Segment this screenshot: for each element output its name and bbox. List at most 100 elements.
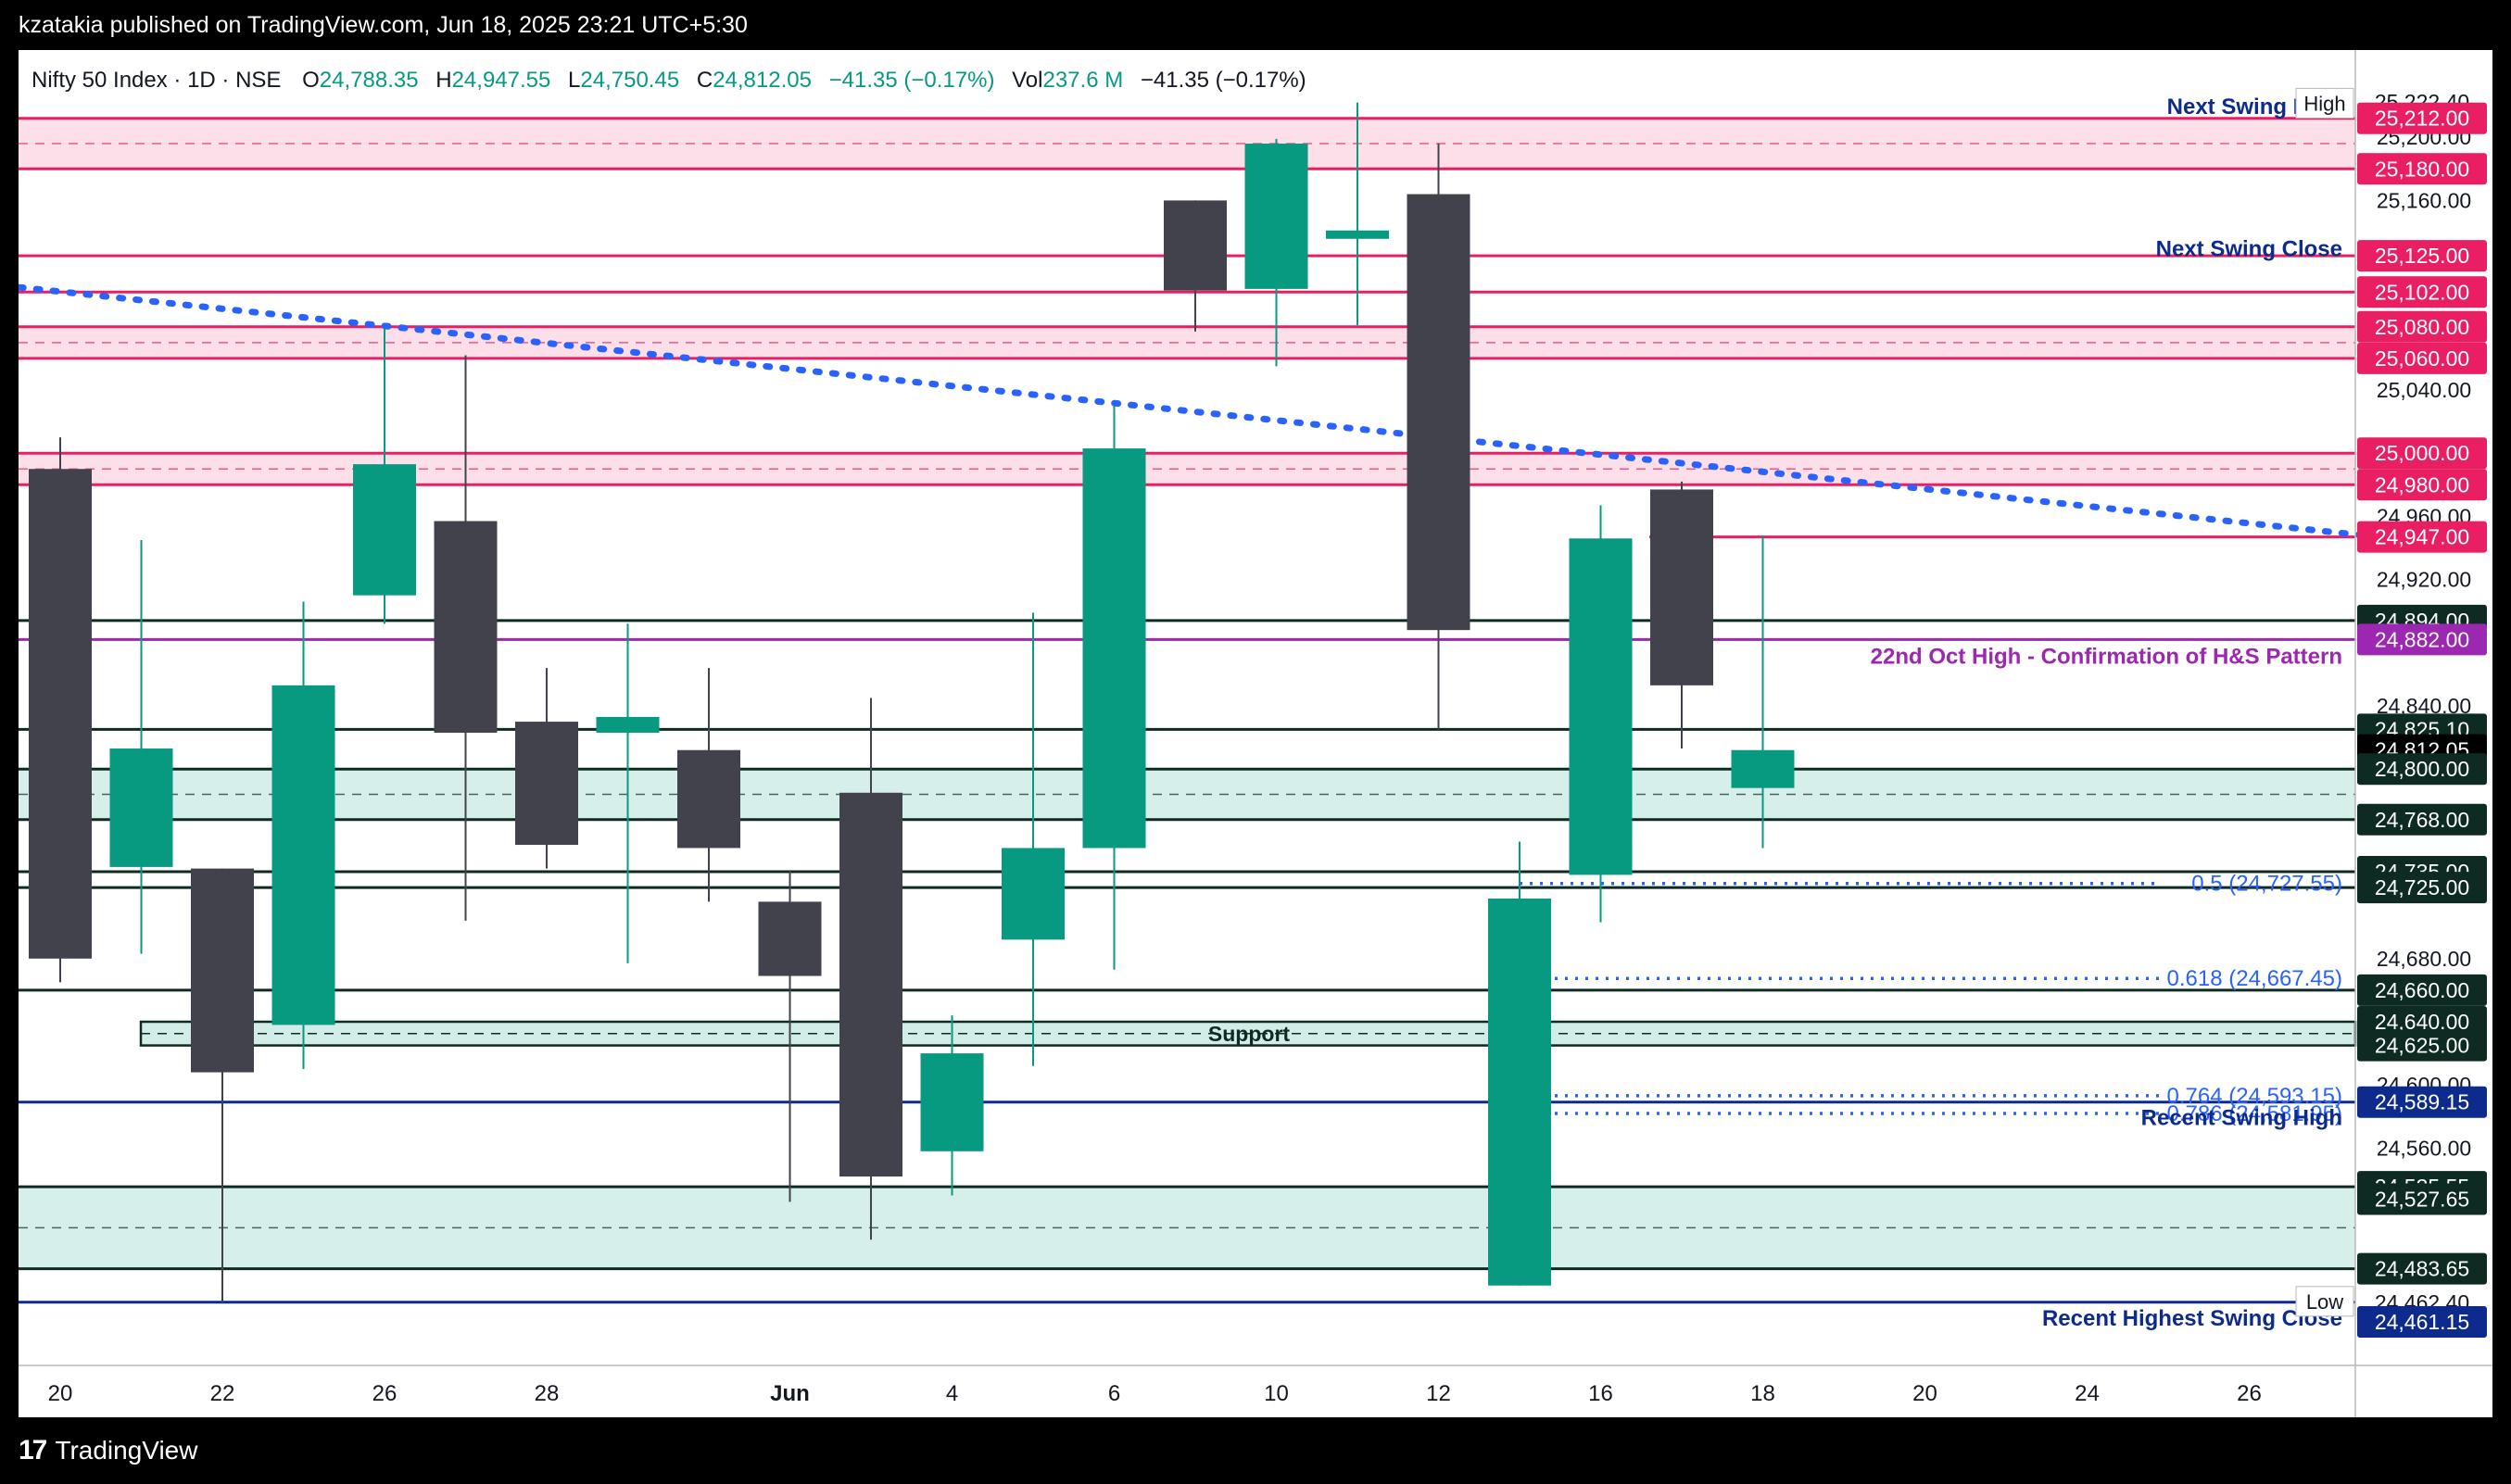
price-label-text: 24,947.00 — [2375, 525, 2469, 549]
candle-body — [758, 901, 822, 976]
price-tick-label: 24,560.00 — [2377, 1136, 2471, 1160]
price-label-text: 24,483.65 — [2375, 1257, 2469, 1281]
price-label-box — [2357, 342, 2487, 374]
price-label-text: 24,725.00 — [2375, 875, 2469, 899]
price-chart[interactable]: Support 0.5 (24,727.55) 0.618 (24,667.45) 0… — [19, 50, 2492, 1417]
price-label-box — [2357, 102, 2487, 134]
candle[interactable] — [1488, 841, 1551, 1286]
price-label-text: 24,980.00 — [2375, 472, 2469, 497]
price-label-text: 24,589.15 — [2375, 1090, 2469, 1114]
candle[interactable] — [677, 668, 740, 902]
price-label-text: 24,461.15 — [2375, 1310, 2469, 1334]
candle-body — [1164, 200, 1227, 291]
fib-level-label: 0.786 (24,581.95) — [2167, 1101, 2342, 1126]
chart-annotation: Next Swing Close — [2156, 237, 2342, 262]
price-label-box — [2357, 872, 2487, 904]
time-tick-label: 22 — [210, 1381, 235, 1406]
price-label-text: 24,527.65 — [2375, 1188, 2469, 1212]
price-label-box — [2357, 623, 2487, 656]
chart-annotation: Recent Highest Swing Close — [2042, 1306, 2342, 1331]
legend-symbol: Nifty 50 Index · 1D · NSE — [32, 68, 281, 93]
price-label-box — [2357, 1305, 2487, 1338]
candle[interactable] — [191, 868, 254, 1303]
candle-body — [596, 716, 660, 733]
price-label-text: 24,800.00 — [2375, 757, 2469, 781]
candle-body — [109, 748, 173, 867]
candle[interactable] — [109, 539, 173, 954]
candle-body — [1488, 899, 1551, 1286]
candle[interactable] — [1082, 406, 1146, 970]
candle-body — [1407, 194, 1470, 631]
candle[interactable] — [1164, 200, 1227, 332]
candle[interactable] — [1407, 144, 1470, 730]
price-label-box — [2357, 310, 2487, 343]
candle[interactable] — [515, 668, 578, 869]
candle[interactable] — [920, 1015, 984, 1196]
candle[interactable] — [1244, 138, 1308, 367]
candle-body — [1082, 448, 1146, 849]
candle[interactable] — [596, 623, 660, 963]
candle-body — [677, 749, 740, 849]
price-label-text: 25,060.00 — [2375, 346, 2469, 371]
candle-body — [191, 868, 254, 1073]
price-label-box — [2357, 469, 2487, 501]
candle-body — [1244, 144, 1308, 289]
publish-text: kzatakia published on TradingView.com, J… — [19, 12, 748, 38]
candle-body — [920, 1053, 984, 1151]
price-label-box — [2357, 1006, 2487, 1038]
candle[interactable] — [839, 698, 902, 1240]
candle[interactable] — [758, 870, 822, 1202]
time-tick-label: 20 — [48, 1381, 73, 1406]
candle[interactable] — [1731, 534, 1795, 849]
candle[interactable] — [434, 355, 498, 921]
price-label-text: 24,660.00 — [2375, 978, 2469, 1002]
time-tick-label: 18 — [1750, 1381, 1775, 1406]
brand-name[interactable]: TradingView — [55, 1436, 198, 1465]
legend-vol-label: Vol — [1012, 68, 1042, 93]
time-tick-label: 12 — [1426, 1381, 1451, 1406]
price-label-text: 25,125.00 — [2375, 244, 2469, 268]
price-label-text: 25,080.00 — [2375, 315, 2469, 339]
legend-low-label: L — [568, 68, 580, 93]
candle-body — [1569, 538, 1633, 875]
legend-open-value: 24,788.35 — [320, 68, 419, 93]
candle[interactable] — [1326, 102, 1389, 326]
fib-level-label: 0.5 (24,727.55) — [2191, 872, 2342, 897]
candle-body — [1002, 848, 1065, 940]
legend-line: Nifty 50 Index · 1D · NSE O24,788.35 H24… — [32, 68, 1306, 93]
time-tick-label: 6 — [1108, 1381, 1120, 1406]
price-label-box — [2357, 153, 2487, 185]
legend-close-label: C — [697, 68, 713, 93]
legend-low-value: 24,750.45 — [580, 68, 679, 93]
price-label-text: 25,180.00 — [2375, 157, 2469, 181]
price-label-text: 24,625.00 — [2375, 1034, 2469, 1058]
time-scale[interactable]: 20 22 26 28 Jun 4 6 10 12 16 18 20 24 26 — [48, 1381, 2262, 1406]
price-label-box — [2357, 1252, 2487, 1285]
price-tick-label: 24,680.00 — [2377, 947, 2471, 971]
time-tick-label: 28 — [535, 1381, 560, 1406]
price-label-box — [2357, 974, 2487, 1006]
candle[interactable] — [1650, 481, 1713, 749]
price-tick-label: 24,920.00 — [2377, 568, 2471, 592]
extreme-tag-box — [2295, 87, 2354, 119]
candle-body — [1650, 489, 1713, 685]
price-label-text: 25,102.00 — [2375, 280, 2469, 304]
candle[interactable] — [1002, 612, 1065, 1066]
zones-layer — [19, 117, 2357, 1271]
time-tick-label: 16 — [1588, 1381, 1613, 1406]
lines-layer — [19, 254, 2366, 1304]
legend-close-value: 24,812.05 — [713, 68, 812, 93]
tradingview-logo-icon[interactable]: 17 — [19, 1435, 47, 1465]
legend-high-label: H — [435, 68, 451, 93]
chart-annotation: 22nd Oct High - Confirmation of H&S Patt… — [1871, 644, 2342, 669]
candle[interactable] — [353, 328, 416, 624]
legend-change: −41.35 (−0.17%) — [829, 68, 995, 93]
candle[interactable] — [1569, 505, 1633, 923]
price-label-box — [2357, 1029, 2487, 1062]
candle[interactable] — [271, 601, 335, 1070]
candle[interactable] — [29, 437, 92, 983]
price-label-text: 25,212.00 — [2375, 107, 2469, 131]
candles-layer[interactable] — [29, 102, 1795, 1303]
price-label-box — [2357, 1086, 2487, 1118]
time-tick-label: 26 — [2237, 1381, 2262, 1406]
